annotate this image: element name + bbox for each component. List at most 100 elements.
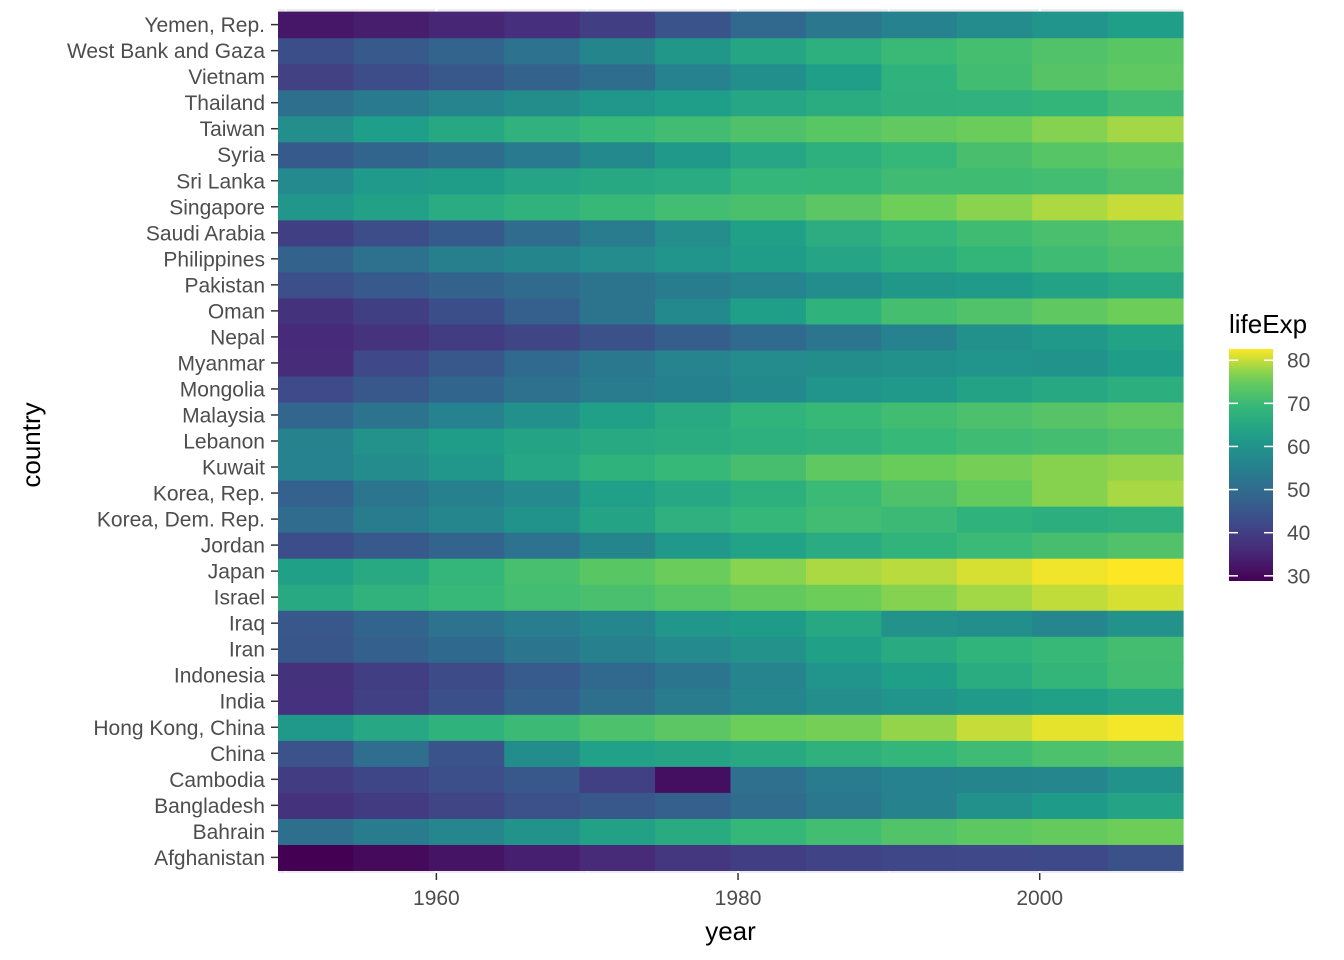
- heatmap-cell: [655, 11, 732, 39]
- heatmap-cell: [278, 89, 355, 117]
- heatmap-cell: [730, 297, 807, 325]
- heatmap-cell: [504, 714, 581, 741]
- heatmap-cell: [1107, 167, 1184, 195]
- heatmap-cell: [353, 401, 430, 429]
- y-tick-label: Cambodia: [169, 769, 265, 792]
- heatmap-cell: [579, 792, 656, 819]
- heatmap-cell: [881, 401, 958, 429]
- heatmap-cell: [881, 297, 958, 325]
- heatmap-cell: [730, 11, 807, 39]
- heatmap-cell: [504, 427, 581, 455]
- y-tick-label: Afghanistan: [154, 847, 265, 870]
- heatmap-cell: [655, 323, 732, 351]
- heatmap-cell: [655, 688, 732, 715]
- heatmap-cell: [278, 636, 355, 663]
- y-tick-label: Bahrain: [193, 821, 265, 844]
- heatmap-cell: [881, 558, 958, 585]
- heatmap-cell: [428, 11, 505, 39]
- heatmap-cell: [655, 740, 732, 767]
- y-tick-label: Iraq: [229, 613, 265, 636]
- heatmap-cell: [730, 818, 807, 845]
- heatmap-cell: [805, 219, 882, 247]
- y-tick-label: Malaysia: [182, 404, 265, 427]
- heatmap-cell: [1032, 271, 1109, 299]
- heatmap-cell: [805, 480, 882, 507]
- heatmap-cell: [881, 349, 958, 377]
- heatmap-cell: [1032, 792, 1109, 819]
- heatmap-cell: [1032, 63, 1109, 91]
- heatmap-cell: [805, 662, 882, 689]
- heatmap-cell: [428, 401, 505, 429]
- heatmap-cell: [504, 89, 581, 117]
- heatmap-cell: [956, 193, 1033, 221]
- heatmap-cell: [278, 63, 355, 91]
- heatmap-cell: [579, 349, 656, 377]
- heatmap-cell: [353, 63, 430, 91]
- heatmap-cell: [504, 766, 581, 793]
- heatmap-cell: [353, 245, 430, 273]
- heatmap-cell: [655, 818, 732, 845]
- heatmap-cell: [730, 245, 807, 273]
- heatmap-cell: [881, 792, 958, 819]
- heatmap-cell: [805, 454, 882, 481]
- heatmap-cell: [655, 297, 732, 325]
- heatmap-cell: [1107, 89, 1184, 117]
- legend-title: lifeExp: [1229, 309, 1307, 339]
- heatmap-cell: [504, 558, 581, 585]
- heatmap-cell: [655, 506, 732, 533]
- heatmap-cell: [579, 506, 656, 533]
- heatmap-cell: [805, 11, 882, 39]
- heatmap-cell: [805, 167, 882, 195]
- heatmap-cell: [805, 63, 882, 91]
- heatmap-cell: [1032, 688, 1109, 715]
- heatmap-cell: [956, 610, 1033, 637]
- heatmap-cell: [956, 37, 1033, 65]
- heatmap-cell: [805, 375, 882, 403]
- heatmap-cell: [1107, 792, 1184, 819]
- heatmap-cell: [428, 427, 505, 455]
- heatmap-cell: [579, 167, 656, 195]
- heatmap-cell: [504, 219, 581, 247]
- heatmap-cell: [278, 740, 355, 767]
- heatmap-cell: [1107, 480, 1184, 507]
- heatmap-cell: [278, 766, 355, 793]
- heatmap-cell: [730, 271, 807, 299]
- heatmap-cell: [655, 63, 732, 91]
- heatmap-cell: [655, 427, 732, 455]
- heatmap-cell: [278, 792, 355, 819]
- heatmap-cell: [881, 844, 958, 871]
- heatmap-cell: [504, 11, 581, 39]
- heatmap-cell: [730, 454, 807, 481]
- heatmap-cell: [504, 454, 581, 481]
- heatmap-cell: [278, 714, 355, 741]
- heatmap-cell: [1032, 610, 1109, 637]
- heatmap-cell: [504, 662, 581, 689]
- heatmap-cell: [1032, 167, 1109, 195]
- heatmap-cell: [655, 480, 732, 507]
- heatmap-cell: [278, 844, 355, 871]
- heatmap-cell: [278, 532, 355, 559]
- heatmap-cell: [353, 167, 430, 195]
- heatmap-cell: [278, 480, 355, 507]
- heatmap-cell: [881, 818, 958, 845]
- heatmap-cell: [579, 63, 656, 91]
- heatmap-cell: [956, 219, 1033, 247]
- heatmap-cell: [428, 167, 505, 195]
- heatmap-cell: [1032, 141, 1109, 169]
- heatmap-cell: [278, 271, 355, 299]
- heatmap-cell: [278, 610, 355, 637]
- heatmap-cell: [1107, 558, 1184, 585]
- heatmap-cell: [655, 636, 732, 663]
- heatmap-cell: [504, 141, 581, 169]
- heatmap-cell: [579, 401, 656, 429]
- heatmap-cell: [353, 480, 430, 507]
- heatmap-cell: [1107, 115, 1184, 143]
- heatmap-cell: [730, 141, 807, 169]
- heatmap-cell: [353, 818, 430, 845]
- heatmap-cell: [428, 193, 505, 221]
- heatmap-cell: [730, 401, 807, 429]
- heatmap-cell: [579, 193, 656, 221]
- heatmap-cell: [353, 532, 430, 559]
- y-tick-label: Mongolia: [180, 378, 266, 401]
